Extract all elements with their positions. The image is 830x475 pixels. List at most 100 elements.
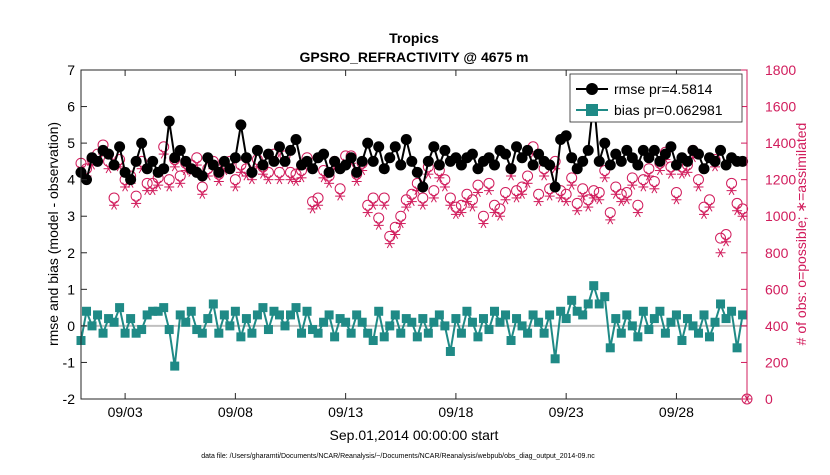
- bias-point: [252, 310, 262, 320]
- assimilated-obs-point: [495, 211, 506, 221]
- left-tick-label: 6: [67, 99, 75, 115]
- assimilated-obs-point: [500, 195, 511, 205]
- rmse-point: [411, 166, 423, 178]
- legend-box: [569, 73, 743, 123]
- bias-point: [214, 328, 224, 338]
- asterisk-stroke: [717, 248, 724, 258]
- bias-point: [330, 332, 340, 342]
- bias-point: [528, 310, 538, 320]
- right-tick-label: 0: [765, 391, 773, 407]
- asterisk-stroke: [375, 220, 382, 230]
- possible-obs-point: [334, 183, 346, 195]
- asterisk-stroke: [166, 182, 173, 192]
- bias-point: [319, 317, 329, 327]
- asterisk-stroke: [546, 191, 553, 201]
- bias-point: [385, 321, 395, 331]
- rmse-point: [378, 163, 390, 175]
- possible-obs-point: [191, 152, 203, 164]
- bias-point: [445, 346, 455, 356]
- bias-point: [352, 310, 362, 320]
- possible-obs-point: [290, 168, 302, 180]
- bias-point: [286, 310, 296, 320]
- assimilated-obs-point: [732, 206, 743, 216]
- rmse-point: [511, 141, 523, 153]
- bias-point: [451, 314, 461, 324]
- asterisk-stroke: [419, 200, 426, 210]
- bias-point: [699, 310, 709, 320]
- rmse-point: [318, 148, 330, 160]
- x-tick-label: 09/08: [218, 404, 253, 420]
- assimilated-obs-point: [627, 180, 638, 190]
- bias-point: [225, 321, 235, 331]
- bias-series-layer: [76, 281, 748, 371]
- possible-obs-point: [163, 174, 175, 186]
- assimilated-obs-point: [654, 165, 665, 176]
- bias-point: [738, 310, 748, 320]
- possible-obs-point: [461, 188, 473, 200]
- bias-point: [572, 306, 582, 316]
- asterisk-stroke: [452, 209, 459, 219]
- assimilated-obs-point: [566, 180, 577, 190]
- assimilated-obs-point: [456, 208, 467, 218]
- bias-point: [274, 310, 284, 320]
- bias-point: [280, 321, 290, 331]
- possible-obs-point: [615, 188, 627, 200]
- rmse-point: [400, 133, 412, 145]
- asterisk-stroke: [260, 169, 266, 179]
- possible-obs-point: [378, 192, 390, 204]
- assimilated-obs-point: [395, 218, 406, 229]
- rmse-point: [246, 166, 258, 178]
- asterisk-stroke: [497, 211, 503, 221]
- bias-point: [258, 303, 268, 313]
- rmse-point: [500, 148, 512, 160]
- assimilated-obs-point: [164, 182, 175, 192]
- assimilated-obs-point: [379, 200, 390, 210]
- bias-point: [578, 310, 588, 320]
- rmse-point: [488, 159, 500, 171]
- right-tick-label: 1000: [765, 208, 796, 224]
- assimilated-obs-point: [324, 178, 335, 188]
- right-axis-label: # of obs: o=possible; ∗=assimilated: [793, 123, 809, 346]
- bias-point: [115, 303, 125, 313]
- bias-point: [489, 306, 499, 316]
- possible-obs-point: [577, 183, 589, 195]
- bias-point: [230, 306, 240, 316]
- rmse-point: [290, 133, 302, 145]
- legend-bias-marker: [586, 104, 598, 116]
- bias-point: [484, 325, 494, 335]
- bias-point: [666, 317, 676, 327]
- asterisk-stroke: [563, 197, 570, 207]
- bias-point: [589, 281, 599, 291]
- possible-obs-point: [637, 174, 649, 186]
- asterisk-stroke: [298, 173, 305, 183]
- asterisk-stroke: [502, 195, 509, 205]
- rmse-point: [108, 159, 120, 171]
- asterisk-stroke: [535, 197, 542, 207]
- bias-point: [324, 310, 334, 320]
- bias-point: [600, 292, 610, 302]
- rmse-point: [345, 152, 357, 164]
- assimilated-obs-point: [616, 197, 627, 207]
- assimilated-obs-point: [313, 200, 324, 210]
- asterisk-stroke: [673, 195, 680, 205]
- asterisk-stroke: [364, 208, 371, 218]
- rmse-point: [428, 141, 440, 153]
- asterisk-stroke: [436, 173, 443, 183]
- asterisk-stroke: [607, 215, 614, 225]
- assimilated-obs-point: [621, 195, 632, 205]
- rmse-point: [285, 144, 297, 156]
- left-tick-label: 0: [67, 318, 75, 334]
- right-tick-label: 400: [765, 318, 789, 334]
- asterisk-stroke: [293, 176, 299, 187]
- possible-obs-point: [670, 186, 682, 198]
- assimilated-obs-point: [417, 200, 428, 210]
- possible-obs-point: [174, 170, 186, 182]
- asterisk-stroke: [425, 169, 432, 179]
- assimilated-obs-point: [384, 239, 395, 249]
- bias-point: [467, 317, 477, 327]
- rmse-point: [268, 155, 280, 167]
- rmse-point: [251, 144, 263, 156]
- asterisk-stroke: [629, 180, 636, 190]
- possible-obs-point: [704, 194, 716, 206]
